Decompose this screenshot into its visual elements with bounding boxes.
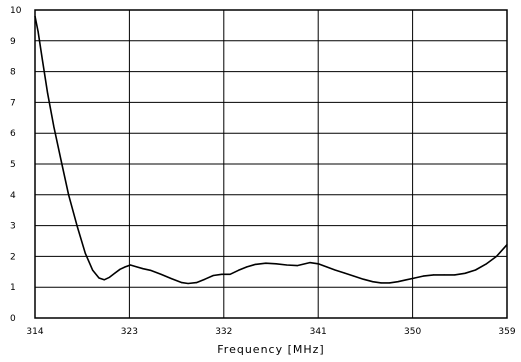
data-point (204, 278, 206, 280)
y-tick-label: 7 (10, 98, 16, 108)
data-point (474, 269, 477, 271)
data-point (181, 282, 183, 284)
data-point (76, 225, 78, 227)
x-tick-label: 359 (498, 327, 515, 337)
data-point (485, 263, 487, 265)
data-point (443, 274, 445, 276)
data-point (160, 273, 162, 275)
data-point (108, 276, 111, 278)
data-point (265, 262, 267, 264)
y-tick-label: 10 (10, 6, 22, 16)
data-point (60, 160, 62, 162)
data-point (170, 278, 172, 280)
data-point (136, 266, 138, 268)
data-point (454, 274, 456, 276)
y-tick-label: 6 (10, 129, 16, 139)
data-point (47, 92, 49, 94)
y-tick-label: 9 (10, 37, 16, 47)
data-point (433, 274, 435, 276)
data-point (34, 15, 36, 17)
data-point (98, 277, 100, 279)
data-point (237, 269, 240, 271)
data-point (397, 281, 399, 283)
data-point (195, 282, 198, 284)
data-point (114, 272, 116, 274)
data-point (326, 266, 328, 268)
plot-frame (34, 9, 508, 319)
x-tick-label: 323 (121, 327, 138, 337)
y-tick-label: 4 (10, 191, 16, 201)
grid-lines (34, 9, 508, 319)
data-point (309, 262, 311, 264)
data-point (464, 272, 466, 274)
data-point (212, 274, 214, 277)
data-point (362, 278, 364, 280)
y-tick-label: 8 (10, 68, 16, 78)
data-point (149, 269, 151, 271)
data-point (414, 277, 416, 279)
y-tick-label: 0 (10, 314, 16, 324)
data-point (353, 275, 355, 277)
data-point (68, 194, 70, 196)
series-line (34, 16, 508, 285)
data-point (422, 275, 424, 277)
data-point (275, 263, 277, 265)
data-point (124, 266, 126, 268)
data-point (103, 279, 105, 281)
data-point (92, 269, 94, 271)
data-point (53, 126, 55, 128)
data-point (286, 264, 288, 266)
x-tick-label: 332 (215, 327, 232, 337)
data-point (246, 266, 248, 268)
data-point (41, 58, 43, 60)
data-point (506, 244, 508, 246)
x-tick-labels: 314 323 332 341 350 359 (26, 327, 515, 337)
data-point (317, 263, 319, 265)
x-axis-label: Frequency [MHz] (217, 343, 324, 356)
data-point (129, 264, 131, 266)
y-tick-label: 3 (10, 222, 16, 232)
data-point (388, 282, 391, 284)
data-point (334, 269, 336, 271)
data-point (187, 282, 189, 285)
y-tick-labels: 0 1 2 3 4 5 6 7 8 9 10 (10, 6, 22, 324)
data-point (119, 268, 121, 270)
data-point (142, 268, 144, 270)
x-tick-label: 314 (26, 327, 43, 337)
data-point (221, 273, 223, 275)
y-tick-label: 5 (10, 160, 16, 170)
data-point (37, 31, 39, 33)
data-points (34, 15, 508, 285)
y-tick-label: 1 (10, 283, 16, 293)
x-tick-label: 350 (404, 327, 421, 337)
data-point (229, 273, 231, 275)
data-point (296, 265, 298, 267)
data-point (495, 255, 498, 257)
data-point (372, 281, 374, 283)
y-tick-label: 2 (10, 252, 16, 262)
data-point (343, 272, 345, 274)
data-point (254, 263, 256, 265)
data-point (405, 279, 407, 281)
x-tick-label: 341 (310, 327, 327, 337)
data-point (380, 282, 382, 284)
data-point (84, 252, 86, 254)
